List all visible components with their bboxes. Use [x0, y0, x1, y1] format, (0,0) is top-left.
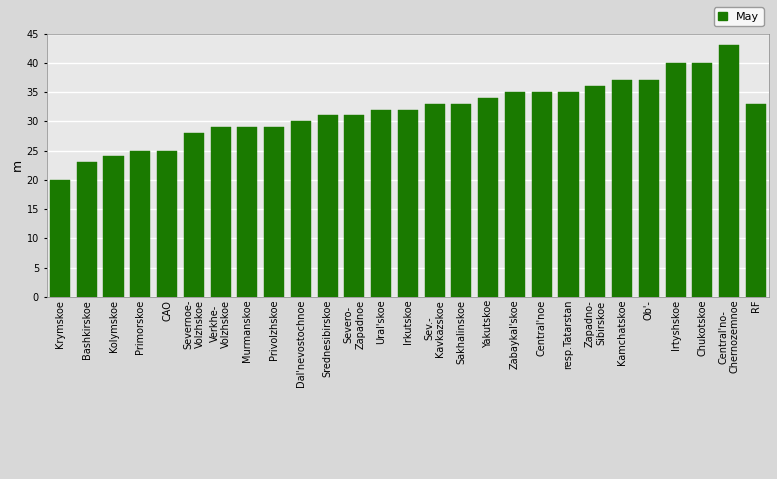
Bar — [184, 133, 204, 297]
Bar — [237, 127, 257, 297]
Bar — [612, 80, 632, 297]
Bar — [559, 92, 579, 297]
Bar — [505, 92, 525, 297]
Bar — [746, 104, 766, 297]
Bar — [585, 86, 605, 297]
Bar — [639, 80, 659, 297]
Bar — [103, 157, 124, 297]
Bar — [451, 104, 472, 297]
Bar — [371, 110, 391, 297]
Bar — [425, 104, 444, 297]
Bar — [77, 162, 97, 297]
Bar — [719, 45, 739, 297]
Bar — [531, 92, 552, 297]
Bar — [344, 115, 364, 297]
Bar — [291, 121, 311, 297]
Y-axis label: m: m — [11, 159, 24, 171]
Bar — [264, 127, 284, 297]
Bar — [666, 63, 685, 297]
Legend: May: May — [714, 8, 764, 26]
Bar — [50, 180, 70, 297]
Bar — [692, 63, 713, 297]
Bar — [478, 98, 498, 297]
Bar — [318, 115, 338, 297]
Bar — [157, 150, 177, 297]
Bar — [211, 127, 231, 297]
Bar — [131, 150, 150, 297]
Bar — [398, 110, 418, 297]
